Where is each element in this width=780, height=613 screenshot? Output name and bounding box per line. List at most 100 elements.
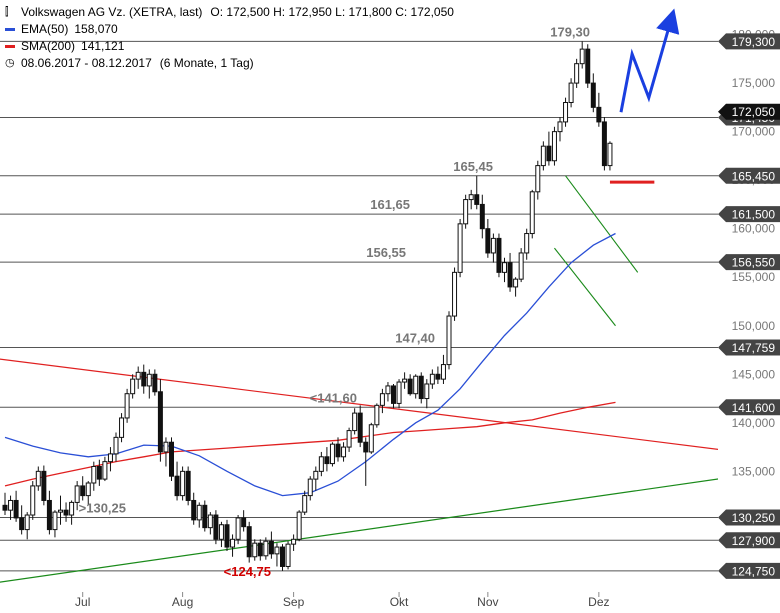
- candle: [435, 366, 441, 384]
- candle-body-up: [402, 378, 408, 383]
- candle-body-down: [363, 441, 369, 453]
- candle-body-down: [280, 546, 285, 567]
- candle-body-up: [85, 482, 91, 497]
- ema50-line: [4, 232, 616, 497]
- y-tick-label: 155,000: [732, 270, 776, 284]
- candle: [174, 461, 180, 501]
- candle: [357, 405, 363, 448]
- candle-body-up: [413, 375, 419, 395]
- candle-body-up: [230, 538, 236, 548]
- candle-chart-icon: ⫿: [5, 6, 9, 18]
- candle-body-up: [30, 485, 36, 516]
- candle: [396, 379, 402, 409]
- candle: [91, 461, 97, 491]
- candle-body-up: [252, 542, 258, 558]
- candle-body-up: [163, 441, 169, 453]
- candle-body-up: [568, 82, 574, 104]
- level-label: <141,60: [310, 390, 357, 405]
- candle-body-up: [513, 278, 519, 288]
- candle-body-up: [307, 478, 313, 497]
- candle: [574, 58, 580, 88]
- candle-body-up: [540, 145, 546, 167]
- candle: [63, 502, 69, 522]
- level-label: >130,25: [79, 500, 126, 515]
- candle-body-down: [13, 499, 19, 519]
- candle-body-up: [341, 446, 347, 458]
- candle: [257, 539, 263, 561]
- sma200-line: [4, 401, 616, 487]
- candle-body-up: [196, 504, 202, 521]
- candle: [529, 189, 535, 239]
- candle-body-up: [52, 511, 58, 531]
- candle: [52, 510, 58, 538]
- candle: [385, 382, 391, 402]
- candle-body-up: [207, 514, 213, 529]
- candle-body-down: [479, 203, 485, 230]
- value-tag-bg: [718, 562, 780, 579]
- candle-body-down: [63, 509, 69, 516]
- sma-label: SMA(200): [21, 39, 76, 53]
- candle: [329, 442, 335, 467]
- trendline-resistance: [0, 358, 718, 450]
- candle-body-up: [557, 121, 563, 133]
- x-tick-label: Aug: [172, 595, 193, 609]
- candle-body-up: [490, 237, 496, 254]
- level-tag: 141,600: [718, 399, 780, 416]
- candle: [513, 277, 519, 297]
- candle-body-up: [429, 373, 435, 385]
- candle: [163, 437, 169, 467]
- level-label: 147,40: [395, 331, 435, 346]
- ema-legend-row: EMA(50) 158,070: [5, 21, 454, 38]
- candle-body-up: [574, 63, 580, 84]
- candle-body-down: [418, 375, 424, 400]
- candle-body-down: [496, 237, 502, 273]
- channel-line: [554, 247, 616, 327]
- candle-body-down: [435, 373, 441, 380]
- candle: [285, 541, 291, 570]
- candle-body-down: [46, 499, 52, 531]
- candle: [196, 502, 202, 528]
- value-tag-bg: [718, 509, 780, 526]
- level-label: 179,30: [550, 24, 590, 39]
- value-tag-label: 127,900: [732, 534, 776, 548]
- candle-body-up: [119, 417, 125, 438]
- candle-body-up: [379, 393, 385, 406]
- candle-body-down: [324, 456, 330, 465]
- candle: [507, 252, 513, 292]
- candle-body-up: [524, 233, 530, 254]
- value-tag-bg: [718, 339, 780, 356]
- candle-body-up: [69, 501, 75, 516]
- candle: [119, 413, 125, 443]
- candle: [429, 369, 435, 389]
- candle: [352, 408, 358, 435]
- candle-body-up: [352, 412, 358, 432]
- candle-body-up: [124, 393, 130, 419]
- candle-body-up: [368, 424, 374, 453]
- candle: [535, 160, 541, 200]
- candle-body-down: [41, 470, 47, 501]
- candle: [446, 311, 452, 370]
- candle: [274, 543, 280, 567]
- level-label: 165,45: [453, 159, 493, 174]
- candle: [202, 500, 208, 532]
- value-tag-label: 165,450: [732, 169, 776, 183]
- value-tag-bg: [718, 103, 780, 120]
- y-tick-label: 150,000: [732, 319, 776, 333]
- candle: [130, 374, 136, 399]
- candle: [296, 510, 302, 542]
- candle: [479, 194, 485, 239]
- candle-body-up: [396, 381, 402, 404]
- candle-body-up: [579, 48, 585, 65]
- candles: [2, 41, 613, 571]
- candle-body-up: [274, 546, 280, 555]
- candle: [241, 510, 247, 532]
- level-tag: 124,750: [718, 562, 780, 579]
- candle-body-up: [35, 470, 41, 487]
- candle: [563, 97, 569, 127]
- y-tick-label: 170,000: [732, 125, 776, 139]
- candle-body-up: [463, 199, 469, 225]
- candle-body-up: [535, 165, 541, 193]
- candle-body-down: [590, 82, 596, 108]
- candle-body-up: [130, 378, 136, 395]
